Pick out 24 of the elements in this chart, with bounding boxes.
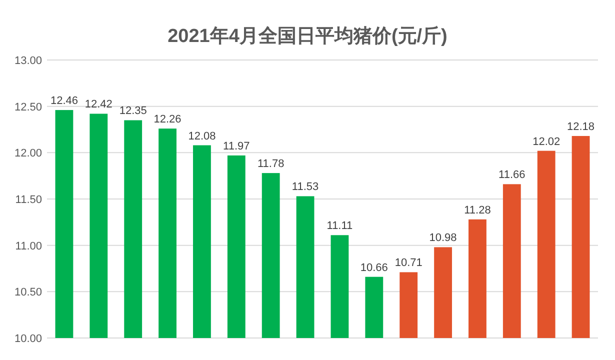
data-label: 12.08 — [188, 130, 216, 142]
data-label: 11.97 — [223, 140, 250, 152]
data-label: 10.66 — [360, 262, 388, 274]
y-tick-label: 10.00 — [14, 333, 42, 345]
data-label: 11.28 — [464, 204, 491, 216]
data-label: 12.35 — [119, 105, 147, 118]
data-label: 10.71 — [394, 257, 422, 270]
data-label: 11.11 — [326, 220, 353, 232]
data-label: 11.53 — [292, 181, 319, 194]
chart-title: 2021年4月全国日平均猪价(元/斤) — [168, 25, 448, 47]
y-tick-label: 11.50 — [15, 194, 42, 206]
data-label: 12.02 — [532, 136, 560, 148]
data-label: 12.26 — [154, 114, 182, 126]
data-label: 12.46 — [50, 95, 78, 108]
data-label: 12.42 — [84, 98, 112, 111]
y-tick-label: 10.50 — [14, 286, 42, 299]
data-label: 11.66 — [498, 169, 526, 182]
data-label: 12.18 — [567, 120, 595, 133]
y-tick-label: 11.00 — [15, 240, 42, 252]
data-label: 11.78 — [257, 158, 284, 170]
y-tick-label: 13.00 — [14, 55, 42, 67]
y-tick-label: 12.00 — [14, 148, 42, 160]
y-tick-label: 12.50 — [14, 101, 42, 114]
data-label: 10.98 — [429, 232, 457, 244]
